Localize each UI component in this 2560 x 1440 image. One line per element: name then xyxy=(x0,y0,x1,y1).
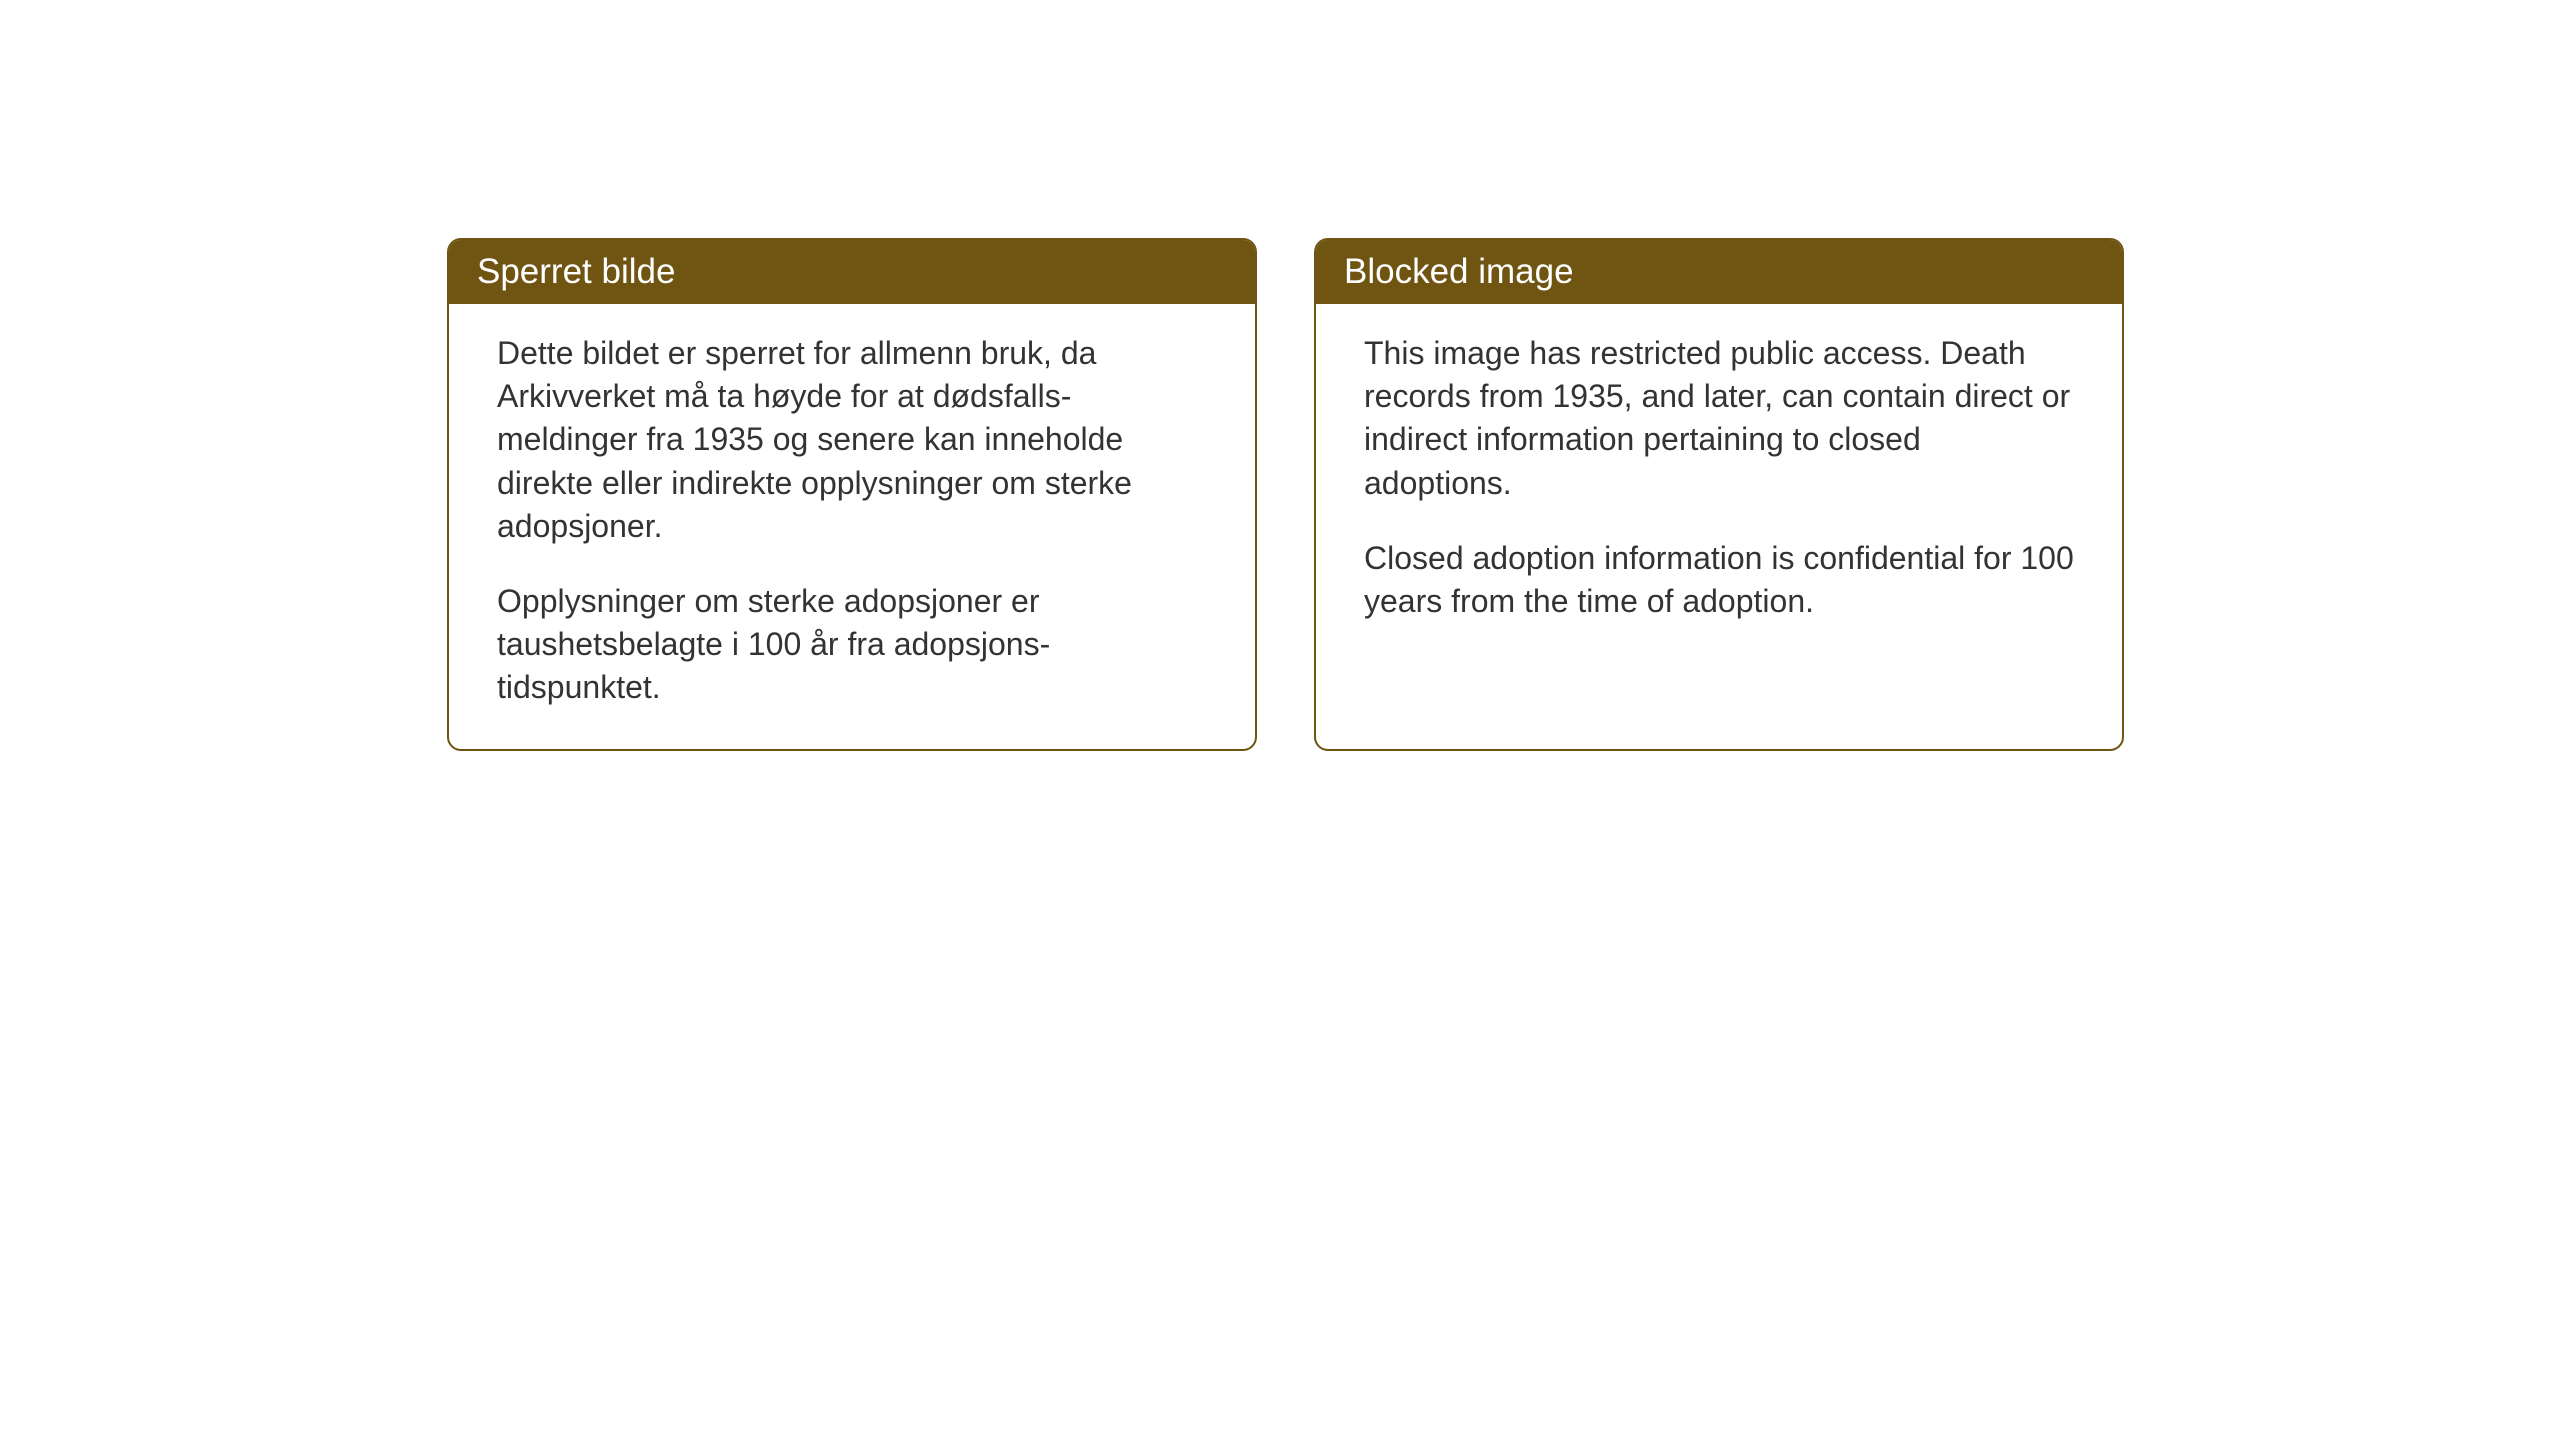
card-english-paragraph-1: This image has restricted public access.… xyxy=(1364,332,2074,505)
card-norwegian-paragraph-1: Dette bildet er sperret for allmenn bruk… xyxy=(497,332,1207,548)
card-english-header: Blocked image xyxy=(1316,240,2122,304)
card-norwegian-title: Sperret bilde xyxy=(477,252,675,291)
card-norwegian-header: Sperret bilde xyxy=(449,240,1255,304)
card-norwegian-body: Dette bildet er sperret for allmenn bruk… xyxy=(449,304,1255,748)
card-english-title: Blocked image xyxy=(1344,252,1574,291)
cards-container: Sperret bilde Dette bildet er sperret fo… xyxy=(447,238,2560,751)
card-english: Blocked image This image has restricted … xyxy=(1314,238,2124,751)
card-norwegian: Sperret bilde Dette bildet er sperret fo… xyxy=(447,238,1257,751)
card-english-paragraph-2: Closed adoption information is confident… xyxy=(1364,537,2074,623)
card-english-body: This image has restricted public access.… xyxy=(1316,304,2122,661)
card-norwegian-paragraph-2: Opplysninger om sterke adopsjoner er tau… xyxy=(497,580,1207,710)
